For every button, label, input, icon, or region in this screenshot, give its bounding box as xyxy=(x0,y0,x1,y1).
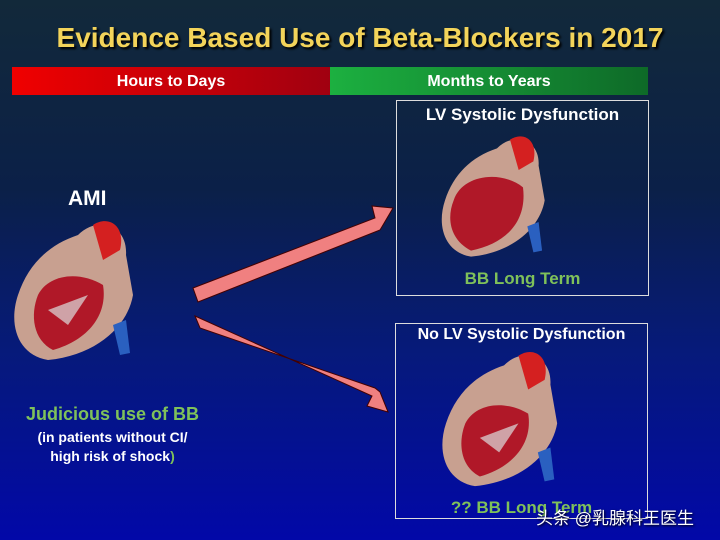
arrow-to-lv-dysfunction xyxy=(192,205,394,303)
heart-illustration-lv xyxy=(441,136,545,257)
recommendation-text: Judicious use of BB xyxy=(25,404,200,424)
no-lv-dysfunction-caption: ?? BB Long Term xyxy=(450,498,593,517)
note-line-2: high risk of shock xyxy=(50,448,171,464)
no-lv-dysfunction-title: No LV Systolic Dysfunction xyxy=(417,326,626,343)
timeline-early-bar: Hours to Days xyxy=(12,67,330,95)
no-lv-dysfunction-box: No LV Systolic Dysfunction ?? BB Long Te… xyxy=(395,323,648,519)
note-close: ) xyxy=(170,448,175,464)
note-line-1: (in patients without CI/ xyxy=(37,429,188,445)
arrow-to-no-lv-dysfunction xyxy=(194,315,389,413)
watermark: 头条 @乳腺科王医生 xyxy=(536,509,694,528)
heart-illustration-no-lv xyxy=(442,351,558,487)
recommendation-note: (in patients without CI/ high risk of sh… xyxy=(0,428,225,466)
lv-dysfunction-caption: BB Long Term xyxy=(464,269,581,288)
heart-illustration-ami xyxy=(14,221,133,360)
ami-label: AMI xyxy=(68,187,107,210)
slide-title: Evidence Based Use of Beta-Blockers in 2… xyxy=(56,22,664,53)
timeline-late-bar: Months to Years xyxy=(330,67,648,95)
lv-dysfunction-box: LV Systolic Dysfunction BB Long Term xyxy=(396,100,649,296)
lv-dysfunction-title: LV Systolic Dysfunction xyxy=(425,105,620,124)
